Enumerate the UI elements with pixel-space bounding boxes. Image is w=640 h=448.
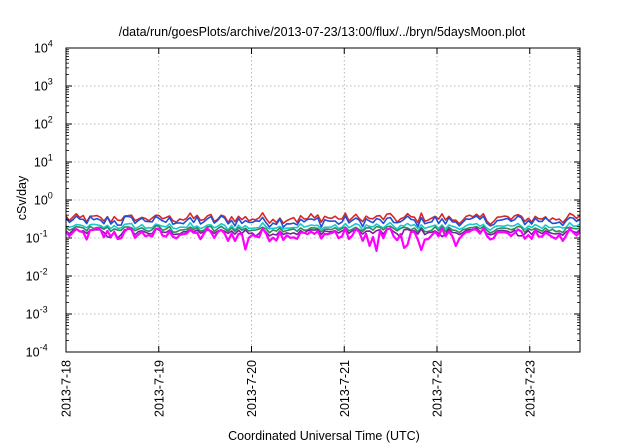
- series-line-1: [65, 212, 581, 226]
- chart-title: /data/run/goesPlots/archive/2013-07-23/1…: [119, 25, 526, 39]
- y-tick-label: 10-2: [26, 267, 48, 284]
- series-line-4: [65, 225, 581, 234]
- y-tick-label: 104: [34, 39, 53, 56]
- y-tick-label: 10-3: [26, 305, 48, 322]
- y-tick-label: 101: [34, 153, 53, 170]
- series-line-3: [65, 221, 581, 232]
- x-tick-label: 2013-7-18: [60, 360, 74, 417]
- series-line-5: [65, 227, 581, 239]
- y-tick-label: 102: [34, 115, 53, 132]
- x-tick-label: 2013-7-23: [523, 360, 537, 417]
- series-layer: [65, 212, 581, 252]
- x-tick-label: 2013-7-19: [152, 360, 166, 417]
- x-tick-label: 2013-7-21: [338, 360, 352, 417]
- x-tick-label: 2013-7-22: [431, 360, 445, 417]
- y-tick-label: 103: [34, 77, 53, 94]
- series-line-2: [65, 215, 581, 228]
- grid: [66, 48, 580, 352]
- y-axis-label: cSv/day: [15, 175, 29, 220]
- y-tick-label: 100: [34, 191, 53, 208]
- series-line-6: [65, 227, 581, 252]
- x-tick-label: 2013-7-20: [245, 360, 259, 417]
- plot-frame: [65, 47, 581, 353]
- y-tick-label: 10-4: [26, 343, 48, 360]
- x-axis-label: Coordinated Universal Time (UTC): [228, 429, 420, 443]
- y-tick-label: 10-1: [26, 229, 48, 246]
